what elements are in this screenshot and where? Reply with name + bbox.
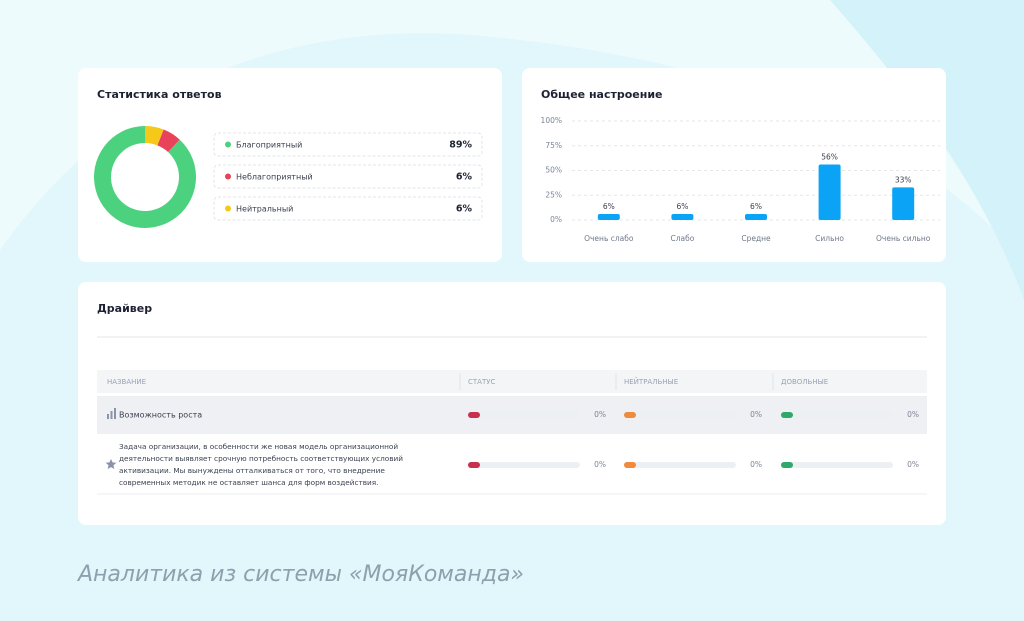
table-header [97,370,927,393]
table-header-cell: НЕЙТРАЛЬНЫЕ [624,377,678,386]
legend-label: Неблагоприятный [236,173,313,182]
progress-track [468,412,580,418]
legend-label: Благоприятный [236,141,302,150]
y-tick-label: 100% [541,116,562,125]
progress-track [624,462,736,468]
x-tick-label: Очень слабо [584,234,634,243]
progress-label: 0% [750,460,762,469]
legend-label: Нейтральный [236,205,293,214]
bar [892,187,915,220]
bar-value-label: 56% [821,153,838,162]
star-icon [105,459,117,469]
row-name: Возможность роста [119,411,202,420]
progress-fill [781,412,793,418]
x-tick-label: Средне [741,234,771,243]
y-tick-label: 50% [545,166,562,175]
donut-segment [157,129,180,153]
y-tick-label: 75% [545,141,562,150]
progress-track [781,462,893,468]
x-tick-label: Очень сильно [876,234,931,243]
bar [745,214,767,220]
progress-label: 0% [907,410,919,419]
row-description: Задача организации, в особенности же нов… [119,442,398,451]
progress-fill [468,462,480,468]
progress-track [468,462,580,468]
legend-box [213,196,483,221]
donut-segment [93,126,196,228]
legend-dot [225,205,231,212]
legend-dot [225,173,231,180]
table-header-cell: ДОВОЛЬНЫЕ [781,378,828,386]
bar-value-label: 6% [750,202,762,211]
row-description: деятельности выявляет срочную потребност… [119,454,403,463]
bg-shape [830,0,1024,300]
donut-segment [145,126,164,146]
legend-value: 6% [456,172,473,183]
caption: Аналитика из системы «МояКоманда» [78,562,525,587]
legend-box [213,164,483,189]
bar-value-label: 6% [676,202,688,211]
card [522,68,946,262]
progress-label: 0% [907,460,919,469]
card-title: Общее настроение [541,88,663,101]
y-tick-label: 25% [545,190,562,199]
bar-value-label: 6% [603,202,615,211]
progress-fill [624,412,636,418]
progress-fill [468,412,480,418]
legend-dot [225,141,231,148]
row-description: современных методик не оставляет шанса д… [119,478,378,487]
progress-fill [781,462,793,468]
legend-box [213,132,483,157]
bar [818,164,841,220]
card-title: Статистика ответов [97,88,222,101]
x-tick-label: Сильно [815,234,844,243]
bg-shape [0,0,1024,260]
bars-icon [107,408,116,419]
card-title: Драйвер [97,302,152,315]
x-tick-label: Слабо [670,234,694,243]
progress-track [781,412,893,418]
bar-value-label: 33% [895,175,912,184]
legend-value: 89% [449,140,472,151]
legend-value: 6% [456,204,473,215]
bar [671,214,694,220]
progress-track [624,412,736,418]
progress-fill [624,462,636,468]
y-tick-label: 0% [550,215,562,224]
progress-label: 0% [594,460,606,469]
table-header-cell: НАЗВАНИЕ [107,378,146,386]
progress-label: 0% [750,410,762,419]
progress-label: 0% [594,410,606,419]
bar [597,214,620,220]
row-description: активизации. Мы вынуждены отталкиваться … [119,466,385,475]
table-header-cell: СТАТУС [468,378,495,386]
